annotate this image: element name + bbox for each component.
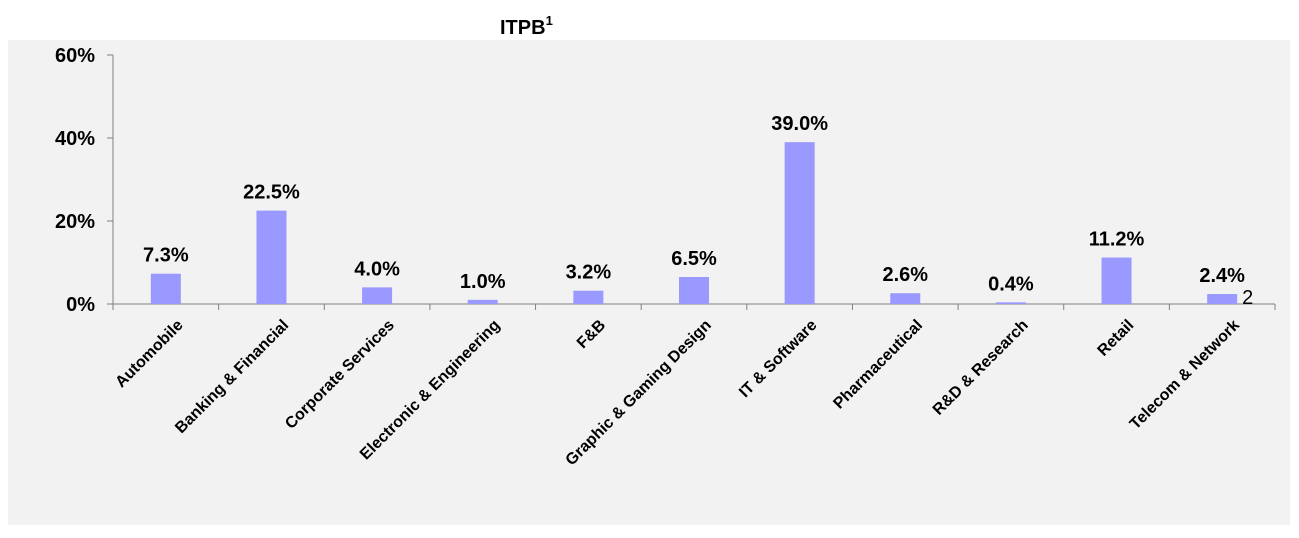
bar	[995, 302, 1026, 304]
plot-background	[8, 40, 1290, 525]
bar	[784, 142, 815, 304]
title-text: ITPB	[500, 17, 546, 39]
y-tick-label: 20%	[55, 211, 95, 233]
bar	[467, 299, 498, 304]
value-label: 2.4%	[1199, 265, 1245, 287]
value-label: 4.0%	[354, 258, 400, 280]
chart-title: ITPB1	[500, 13, 553, 39]
y-tick-label: 60%	[55, 45, 95, 67]
value-label: 11.2%	[1089, 229, 1145, 251]
bar	[1207, 294, 1238, 304]
value-label: 3.2%	[566, 262, 612, 284]
bar	[573, 290, 604, 304]
bar	[362, 287, 393, 304]
value-label: 6.5%	[671, 248, 717, 270]
bar	[890, 293, 921, 304]
y-tick-label: 0%	[66, 294, 95, 316]
value-label: 0.4%	[988, 273, 1034, 295]
bar	[679, 277, 709, 304]
bar	[256, 210, 287, 304]
value-label: 39.0%	[771, 113, 828, 135]
value-label: 1.0%	[460, 271, 506, 293]
value-label: 7.3%	[143, 245, 189, 267]
value-label: 22.5%	[243, 182, 300, 204]
value-label: 2.6%	[882, 264, 928, 286]
title-superscript: 1	[546, 13, 553, 28]
bar	[1101, 257, 1132, 304]
bar	[150, 273, 181, 304]
y-tick-label: 40%	[55, 128, 95, 150]
footnote-marker: 2	[1242, 287, 1253, 309]
